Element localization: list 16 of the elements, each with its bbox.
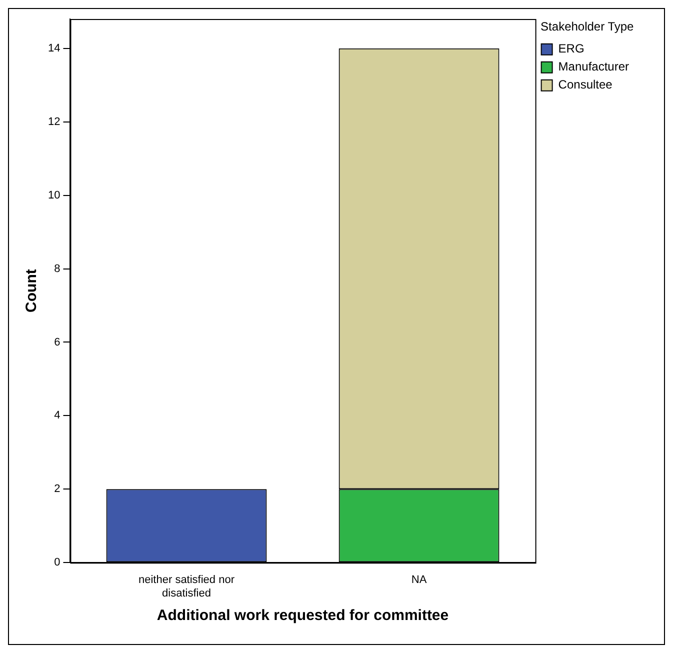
y-tick-label: 14 (48, 42, 60, 54)
x-tick-label: NA (411, 574, 428, 586)
legend-title: Stakeholder Type (540, 19, 634, 34)
y-tick-label: 12 (48, 116, 60, 128)
y-tick-label: 2 (54, 483, 60, 496)
y-tick-label: 4 (54, 410, 60, 422)
y-tick-label: 10 (48, 189, 60, 202)
x-tick-label: neither satisfied nor disatisfied (138, 574, 235, 600)
legend-label: ERG (558, 42, 584, 56)
legend-label: Manufacturer (558, 60, 630, 74)
y-tick-label: 8 (54, 262, 60, 275)
y-axis-title: Count (23, 269, 40, 312)
legend-label: Consultee (558, 78, 613, 92)
x-axis-title: Additional work requested for committee (156, 607, 449, 624)
y-tick-label: 6 (54, 336, 60, 348)
y-tick-label: 0 (54, 556, 60, 569)
